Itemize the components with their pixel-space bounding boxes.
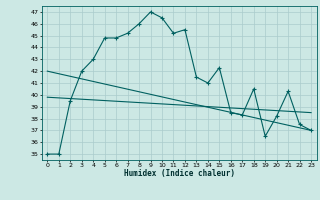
X-axis label: Humidex (Indice chaleur): Humidex (Indice chaleur): [124, 169, 235, 178]
